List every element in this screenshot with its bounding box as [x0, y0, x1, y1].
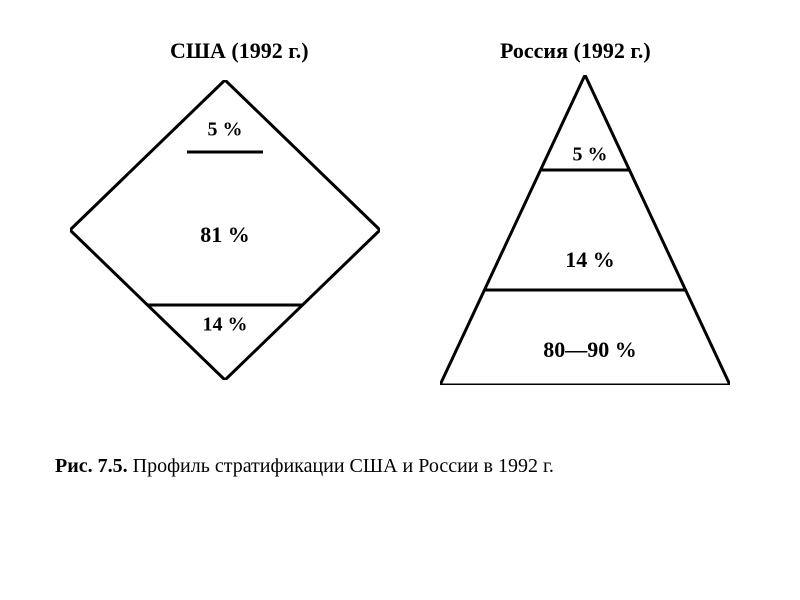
russia-title: Россия (1992 г.) [500, 38, 651, 64]
figure-caption-text: Профиль стратификации США и России в 199… [128, 455, 554, 477]
usa-title: США (1992 г.) [170, 38, 309, 64]
usa-stratum-top-label: 5 % [208, 119, 243, 142]
figure-caption: Рис. 7.5. Профиль стратификации США и Ро… [55, 455, 554, 478]
russia-stratum-middle-label: 14 % [565, 247, 615, 273]
russia-stratum-bottom-label: 80—90 % [543, 337, 637, 363]
russia-stratum-top-label: 5 % [573, 144, 608, 167]
usa-stratum-middle-label: 81 % [200, 222, 250, 248]
usa-stratum-bottom-label: 14 % [203, 314, 248, 337]
figure-canvas: США (1992 г.) 5 % 81 % 14 % Россия (1992… [0, 0, 800, 600]
figure-caption-lead: Рис. 7.5. [55, 455, 128, 477]
